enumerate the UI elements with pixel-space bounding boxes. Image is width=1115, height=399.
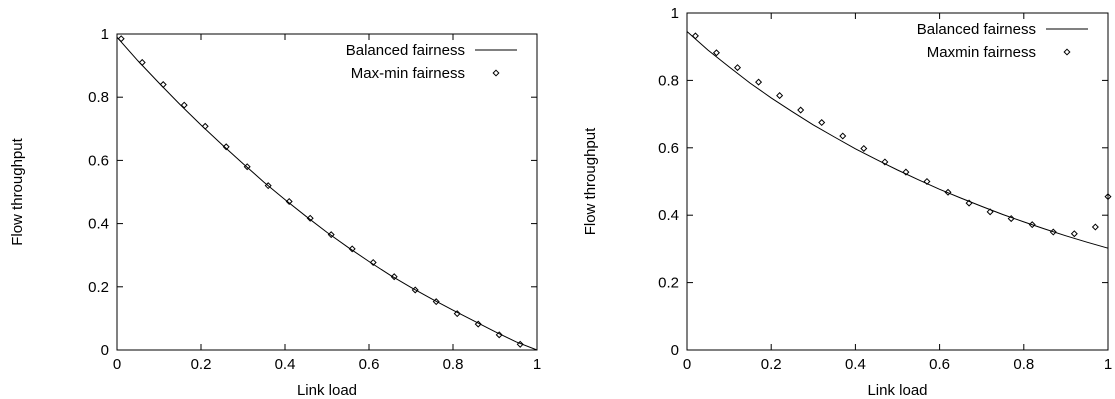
legend-label: Max-min fairness bbox=[351, 65, 465, 82]
data-point bbox=[348, 245, 356, 253]
data-point bbox=[264, 182, 272, 190]
legend-label: Maxmin fairness bbox=[927, 44, 1036, 61]
data-point bbox=[390, 273, 398, 281]
data-point bbox=[797, 106, 805, 114]
x-tick-label: 1 bbox=[1104, 356, 1112, 373]
y-tick-label: 0.6 bbox=[658, 140, 679, 157]
y-axis-label: Flow throughput bbox=[582, 127, 599, 235]
y-tick-label: 0.4 bbox=[88, 216, 109, 233]
x-tick-label: 0.6 bbox=[929, 356, 950, 373]
data-point bbox=[243, 163, 251, 171]
y-tick-label: 0 bbox=[671, 342, 679, 359]
data-point bbox=[1104, 193, 1112, 201]
data-point bbox=[117, 35, 125, 43]
data-point bbox=[1007, 215, 1015, 223]
x-tick-label: 0.2 bbox=[191, 356, 212, 373]
x-tick-label: 0.4 bbox=[275, 356, 296, 373]
data-point bbox=[159, 81, 167, 89]
series-group bbox=[116, 35, 538, 351]
data-point bbox=[734, 64, 742, 72]
x-axis-label: Link load bbox=[867, 382, 927, 399]
data-point bbox=[1091, 223, 1099, 231]
y-tick-label: 1 bbox=[101, 26, 109, 43]
plot-frame bbox=[686, 12, 1109, 351]
series-line bbox=[686, 31, 1109, 249]
data-point bbox=[944, 188, 952, 196]
x-tick-label: 0 bbox=[683, 356, 691, 373]
data-point bbox=[986, 208, 994, 216]
data-point bbox=[1049, 228, 1057, 236]
data-point bbox=[1028, 221, 1036, 229]
data-point bbox=[860, 144, 868, 152]
legend-label: Balanced fairness bbox=[346, 42, 465, 59]
y-tick-label: 0.8 bbox=[88, 89, 109, 106]
legend-marker bbox=[492, 69, 500, 77]
data-point bbox=[369, 258, 377, 266]
data-point bbox=[755, 78, 763, 86]
series-group bbox=[686, 31, 1112, 249]
legend-marker bbox=[1063, 48, 1071, 56]
x-tick-label: 0.8 bbox=[1013, 356, 1034, 373]
x-tick-label: 0 bbox=[113, 356, 121, 373]
x-axis-label: Link load bbox=[297, 382, 357, 399]
data-point bbox=[327, 231, 335, 239]
data-point bbox=[818, 119, 826, 127]
y-tick-label: 0.2 bbox=[658, 275, 679, 292]
legend: Balanced fairness Max-min fairness bbox=[346, 42, 517, 82]
series-line bbox=[116, 36, 538, 351]
y-tick-label: 0.2 bbox=[88, 279, 109, 296]
x-tick-label: 0.8 bbox=[443, 356, 464, 373]
data-point bbox=[453, 310, 461, 318]
data-point bbox=[839, 132, 847, 140]
x-tick-label: 0.4 bbox=[845, 356, 866, 373]
data-point bbox=[965, 199, 973, 207]
x-tick-label: 0.6 bbox=[359, 356, 380, 373]
data-point bbox=[474, 320, 482, 328]
plot-frame bbox=[116, 33, 538, 351]
chart-left: 0 0.2 0.4 0.6 0.8 1 0 0.2 0.4 0.6 0.8 1 Balanced fa… bbox=[9, 26, 541, 399]
y-tick-label: 0.6 bbox=[88, 152, 109, 169]
data-point bbox=[881, 158, 889, 166]
data-point bbox=[285, 197, 293, 205]
data-point bbox=[923, 177, 931, 186]
axis-ticks: 0 0.2 0.4 0.6 0.8 1 0 0.2 0.4 0.6 0.8 1 bbox=[88, 26, 541, 373]
x-tick-label: 1 bbox=[533, 356, 541, 373]
data-point bbox=[691, 32, 699, 40]
chart-right: 0 0.2 0.4 0.6 0.8 1 0 0.2 0.4 0.6 0.8 1 Balanced fa… bbox=[582, 5, 1112, 399]
axis-ticks: 0 0.2 0.4 0.6 0.8 1 0 0.2 0.4 0.6 0.8 1 bbox=[658, 5, 1112, 373]
data-point bbox=[712, 49, 720, 57]
data-point bbox=[902, 168, 910, 176]
legend-marker-sample bbox=[1063, 48, 1071, 56]
y-tick-label: 1 bbox=[671, 5, 679, 22]
data-point bbox=[222, 143, 230, 151]
data-point bbox=[411, 286, 419, 294]
y-tick-label: 0.4 bbox=[658, 207, 679, 224]
legend: Balanced fairness Maxmin fairness bbox=[917, 21, 1088, 61]
data-point bbox=[180, 101, 188, 109]
y-axis-label: Flow throughput bbox=[9, 137, 26, 245]
y-tick-label: 0.8 bbox=[658, 72, 679, 89]
legend-marker-sample bbox=[492, 69, 500, 77]
data-point bbox=[516, 340, 524, 348]
y-tick-label: 0 bbox=[101, 342, 109, 359]
data-point bbox=[776, 92, 784, 100]
data-point bbox=[138, 58, 146, 66]
x-tick-label: 0.2 bbox=[761, 356, 782, 373]
data-point bbox=[201, 122, 209, 130]
data-point bbox=[432, 298, 440, 306]
data-point bbox=[1070, 230, 1078, 238]
legend-label: Balanced fairness bbox=[917, 21, 1036, 38]
data-point bbox=[306, 214, 314, 222]
data-point bbox=[495, 331, 503, 339]
